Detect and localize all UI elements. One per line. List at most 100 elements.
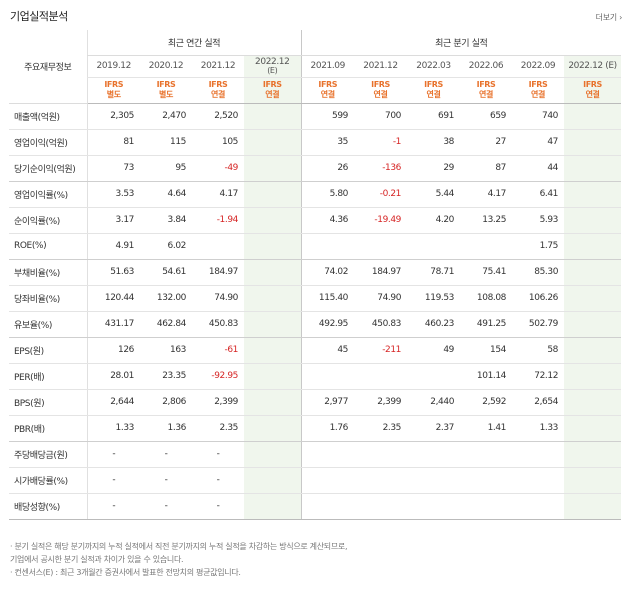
period-estimate-mark: (E) xyxy=(267,66,278,75)
table-cell: 45 xyxy=(300,337,355,364)
table-cell: 502.79 xyxy=(512,311,565,338)
table-cell xyxy=(354,441,408,468)
period-header: 2021.12 xyxy=(192,55,244,78)
standard-line2: 연결 xyxy=(373,90,388,99)
standard-line2: 연결 xyxy=(211,90,225,99)
table-cell: 119.53 xyxy=(407,285,461,312)
standard-line1: IFRS xyxy=(476,80,496,89)
standard-line1: IFRS xyxy=(583,80,602,89)
table-cell xyxy=(244,181,302,208)
table-cell xyxy=(564,363,622,390)
table-cell: 4.17 xyxy=(460,181,513,208)
table-cell: 105 xyxy=(192,129,244,156)
table-cell xyxy=(244,155,302,182)
period-header: 2022.12 (E) xyxy=(244,55,302,78)
table-cell: 1.75 xyxy=(512,233,565,260)
table-cell: 2,399 xyxy=(354,389,408,416)
table-cell: 462.84 xyxy=(140,311,192,338)
table-cell: 2,806 xyxy=(140,389,192,416)
table-cell xyxy=(354,233,408,260)
table-cell: 58 xyxy=(512,337,565,364)
table-cell xyxy=(564,207,622,234)
table-cell: 5.80 xyxy=(300,181,355,208)
row-label: 당기순이익(억원) xyxy=(9,155,87,182)
table-cell xyxy=(564,285,622,312)
table-cell: 44 xyxy=(512,155,565,182)
table-cell: 1.76 xyxy=(300,415,355,442)
table-cell xyxy=(460,493,513,520)
period-header: 2021.09 xyxy=(300,55,355,78)
table-cell xyxy=(354,493,408,520)
table-row: 당기순이익(억원) 73 95 -49 26 -136 29 87 44 xyxy=(9,155,622,182)
table-cell: 2,470 xyxy=(140,103,192,130)
section-title: 기업실적분석 xyxy=(10,10,68,23)
row-label: 부채비율(%) xyxy=(9,259,87,286)
table-cell: -61 xyxy=(192,337,244,364)
table-cell: 6.02 xyxy=(140,233,192,260)
footnote-line: · 분기 실적은 해당 분기까지의 누적 실적에서 직전 분기까지의 누적 실적… xyxy=(10,542,348,551)
standard-line1: IFRS xyxy=(424,80,443,89)
table-cell: 23.35 xyxy=(140,363,192,390)
table-cell: 3.53 xyxy=(86,181,140,208)
table-cell: 1.33 xyxy=(86,415,140,442)
row-label: 매출액(억원) xyxy=(9,103,87,130)
footnotes: · 분기 실적은 해당 분기까지의 누적 실적에서 직전 분기까지의 누적 실적… xyxy=(10,540,622,579)
row-label: 유보율(%) xyxy=(9,311,87,338)
table-cell: 2,592 xyxy=(460,389,513,416)
table-cell: -136 xyxy=(354,155,408,182)
table-cell xyxy=(300,363,355,390)
accounting-standard: IFRS 연결 xyxy=(192,77,244,104)
table-cell: - xyxy=(192,493,244,520)
table-cell xyxy=(564,493,622,520)
table-cell xyxy=(564,441,622,468)
row-label: 당좌비율(%) xyxy=(9,285,87,312)
table-cell: 3.17 xyxy=(86,207,140,234)
table-cell xyxy=(564,259,622,286)
table-cell xyxy=(244,285,302,312)
accounting-standard: IFRS 연결 xyxy=(244,77,302,104)
table-cell: 2.37 xyxy=(407,415,461,442)
table-row: PBR(배) 1.33 1.36 2.35 1.76 2.35 2.37 1.41 1.33 xyxy=(9,415,622,442)
table-cell: 74.90 xyxy=(192,285,244,312)
row-label: EPS(원) xyxy=(9,337,87,364)
table-cell: 49 xyxy=(407,337,461,364)
table-cell xyxy=(564,129,622,156)
accounting-standard: IFRS 별도 xyxy=(86,77,140,104)
table-cell xyxy=(244,259,302,286)
table-cell: 659 xyxy=(460,103,513,130)
table-cell: 85.30 xyxy=(512,259,565,286)
standard-line2: 연결 xyxy=(531,90,545,99)
table-row: 당좌비율(%) 120.44 132.00 74.90 115.40 74.90 119.5… xyxy=(9,285,622,312)
table-row: EPS(원) 126 163 -61 45 -211 49 154 58 xyxy=(9,337,622,364)
accounting-standard: IFRS 연결 xyxy=(564,77,622,104)
table-cell: 450.83 xyxy=(192,311,244,338)
period-header: 2022.03 xyxy=(407,55,461,78)
row-label: BPS(원) xyxy=(9,389,87,416)
table-row: 배당성향(%) - - - xyxy=(9,493,622,520)
table-cell: 6.41 xyxy=(512,181,565,208)
table-cell: 75.41 xyxy=(460,259,513,286)
table-cell: 5.93 xyxy=(512,207,565,234)
period-label: 2019.12 xyxy=(96,61,132,71)
standard-line2: 별도 xyxy=(106,90,121,99)
table-cell: -211 xyxy=(354,337,408,364)
table-cell: 38 xyxy=(407,129,461,156)
table-cell xyxy=(244,337,302,364)
table-row: 매출액(억원) 2,305 2,470 2,520 599 700 691 659 740 xyxy=(9,103,622,130)
table-cell xyxy=(244,389,302,416)
period-label: 2021.12 xyxy=(200,61,236,71)
table-cell: 47 xyxy=(512,129,565,156)
row-label: 주당배당금(원) xyxy=(9,441,87,468)
table-cell: 491.25 xyxy=(460,311,513,338)
table-cell xyxy=(564,103,622,130)
table-cell: 2,977 xyxy=(300,389,355,416)
table-cell: - xyxy=(140,493,192,520)
table-cell: 13.25 xyxy=(460,207,513,234)
standard-line2: 연결 xyxy=(479,90,493,99)
table-cell: 28.01 xyxy=(86,363,140,390)
accounting-standard: IFRS 별도 xyxy=(140,77,192,104)
table-cell xyxy=(244,207,302,234)
period-label: 2021.12 xyxy=(363,61,398,71)
table-cell: 35 xyxy=(300,129,355,156)
more-link[interactable]: 더보기 › xyxy=(595,13,623,22)
